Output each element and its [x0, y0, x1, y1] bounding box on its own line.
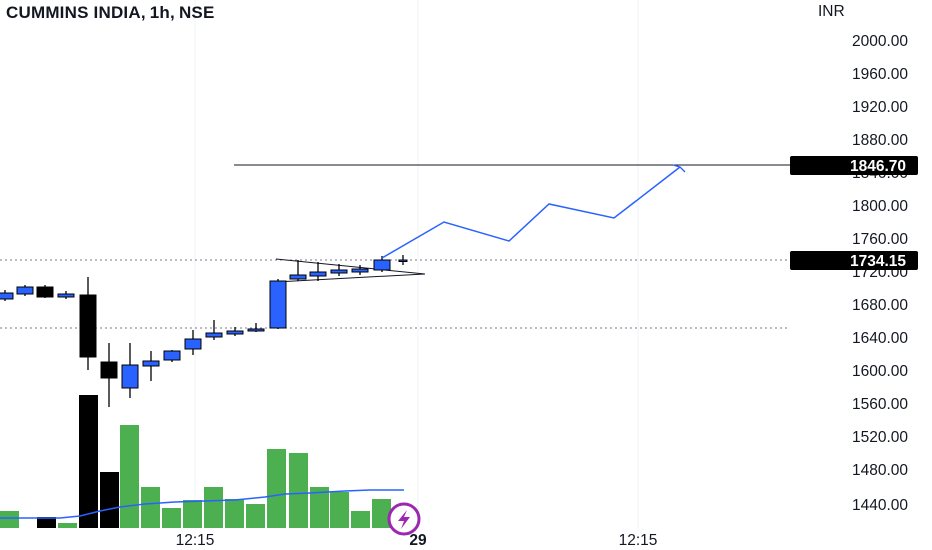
candlesticks — [0, 255, 408, 407]
time-tick-label: 29 — [409, 532, 427, 549]
volume-bar — [330, 492, 349, 528]
volume-bar — [162, 508, 181, 528]
volume-bars — [0, 395, 391, 528]
candle-body — [373, 259, 391, 271]
projection-line — [381, 166, 681, 259]
volume-bar — [372, 499, 391, 528]
price-tick-label: 1680.00 — [852, 297, 908, 314]
lightning-icon[interactable] — [387, 502, 421, 536]
grid — [194, 0, 639, 528]
volume-bar — [267, 449, 286, 528]
time-axis[interactable]: 12:15 29 12:15 — [176, 532, 658, 549]
price-tick-label: 1640.00 — [852, 330, 908, 347]
candle-body — [100, 361, 118, 379]
price-tick-label: 1560.00 — [852, 396, 908, 413]
volume-moving-average — [0, 489, 404, 519]
candle-body — [226, 330, 244, 335]
candle-body — [16, 286, 34, 295]
candle-body — [79, 294, 97, 358]
volume-bar — [204, 487, 223, 528]
candle-body — [247, 328, 265, 332]
volume-bar — [141, 487, 160, 528]
chart-title: CUMMINS INDIA, 1h, NSE — [6, 3, 215, 22]
price-tick-label: 1920.00 — [852, 99, 908, 116]
price-tick-label: 1520.00 — [852, 429, 908, 446]
volume-bar — [79, 395, 98, 528]
price-tags: 1846.70 1734.15 — [790, 156, 918, 270]
target-price-tag-label: 1846.70 — [850, 158, 906, 175]
candle-body — [205, 332, 223, 338]
price-tick-label: 1800.00 — [852, 198, 908, 215]
price-axis[interactable]: INR 2000.00 1960.00 1920.00 1880.00 1800.00 17… — [818, 3, 908, 514]
currency-label: INR — [818, 3, 845, 20]
volume-bar — [100, 472, 119, 528]
target-price-tag-bg — [790, 156, 918, 175]
last-price-tag-bg — [790, 251, 918, 270]
volume-bar — [58, 523, 77, 528]
candle-body — [163, 350, 181, 361]
volume-bar — [351, 511, 370, 528]
price-tick-label: 1880.00 — [852, 132, 908, 149]
triangle-pattern — [275, 258, 426, 283]
lower-trendline — [275, 273, 426, 283]
candle-body — [121, 364, 139, 389]
volume-ma-line — [0, 489, 404, 519]
upper-trendline — [275, 258, 426, 275]
candle-body — [142, 360, 160, 367]
time-tick-label: 12:15 — [176, 532, 215, 549]
time-tick-label: 12:15 — [619, 532, 658, 549]
last-price-tag-label: 1734.15 — [850, 253, 906, 270]
price-levels — [0, 164, 790, 329]
candle-body — [351, 268, 369, 273]
candle-body — [36, 286, 54, 298]
candle-body — [269, 280, 287, 329]
lightning-icon-bolt — [398, 510, 410, 529]
interval: 1h — [149, 3, 171, 22]
candle-body — [289, 274, 307, 280]
price-tick-label: 1600.00 — [852, 363, 908, 380]
price-tick-label: 1440.00 — [852, 497, 908, 514]
volume-bar — [0, 511, 19, 528]
candle-body — [0, 292, 14, 300]
projection-arrowhead — [672, 164, 686, 173]
exchange: NSE — [178, 3, 215, 22]
price-tick-label: 2000.00 — [852, 33, 908, 50]
volume-bar — [37, 517, 56, 528]
volume-bar — [246, 504, 265, 528]
volume-bar — [289, 453, 308, 528]
volume-bar — [225, 499, 244, 528]
price-tick-label: 1480.00 — [852, 462, 908, 479]
candle-body — [57, 293, 75, 298]
volume-bar — [120, 425, 139, 528]
volume-bar — [183, 500, 202, 528]
volume-bar — [310, 487, 329, 528]
candle-body — [184, 338, 202, 350]
projection-path — [381, 164, 686, 259]
symbol-name: CUMMINS INDIA — [6, 3, 141, 22]
candle-body — [398, 259, 408, 262]
price-tick-label: 1760.00 — [852, 231, 908, 248]
price-tick-label: 1960.00 — [852, 66, 908, 83]
candle-body — [330, 269, 348, 274]
candle-body — [309, 271, 327, 277]
